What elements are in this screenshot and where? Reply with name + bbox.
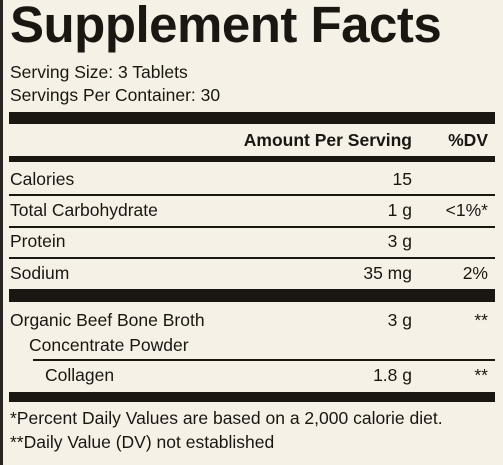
nutrient-name: Total Carbohydrate bbox=[10, 200, 158, 220]
nutrient-amount: 3 g bbox=[387, 231, 412, 251]
ingredient-name: Collagen bbox=[45, 365, 115, 385]
nutrient-amount: 35 mg bbox=[363, 263, 412, 283]
ingredient-amount: 1.8 g bbox=[373, 365, 412, 385]
medium-rule bbox=[9, 156, 495, 162]
nutrient-amount: 1 g bbox=[387, 200, 412, 220]
nutrient-amount: 15 bbox=[392, 169, 412, 189]
ingredient-dv: ** bbox=[474, 365, 488, 385]
thin-rule bbox=[9, 226, 495, 228]
ingredient-name: Concentrate Powder bbox=[29, 335, 189, 355]
header-dv: %DV bbox=[448, 130, 488, 150]
thin-rule bbox=[9, 194, 495, 196]
footnote: *Percent Daily Values are based on a 2,0… bbox=[10, 408, 443, 428]
nutrient-name: Protein bbox=[10, 231, 66, 251]
header-amount: Amount Per Serving bbox=[243, 130, 412, 150]
nutrient-name: Sodium bbox=[10, 263, 70, 283]
nutrient-name: Calories bbox=[10, 169, 75, 189]
thin-rule bbox=[9, 257, 495, 259]
thick-rule bbox=[9, 392, 495, 402]
title: Supplement Facts bbox=[10, 0, 442, 53]
nutrient-dv: 2% bbox=[462, 263, 488, 283]
ingredient-amount: 3 g bbox=[387, 310, 412, 330]
serving-size: Serving Size: 3 Tablets bbox=[10, 62, 188, 82]
servings-per-container: Servings Per Container: 30 bbox=[10, 85, 221, 105]
ingredient-dv: ** bbox=[474, 310, 488, 330]
ingredient-name: Organic Beef Bone Broth bbox=[10, 310, 205, 330]
nutrient-dv: <1%* bbox=[445, 200, 488, 220]
thin-rule bbox=[33, 359, 495, 361]
thick-rule bbox=[9, 112, 495, 124]
thick-rule bbox=[9, 289, 495, 302]
footnote: **Daily Value (DV) not established bbox=[10, 432, 275, 452]
